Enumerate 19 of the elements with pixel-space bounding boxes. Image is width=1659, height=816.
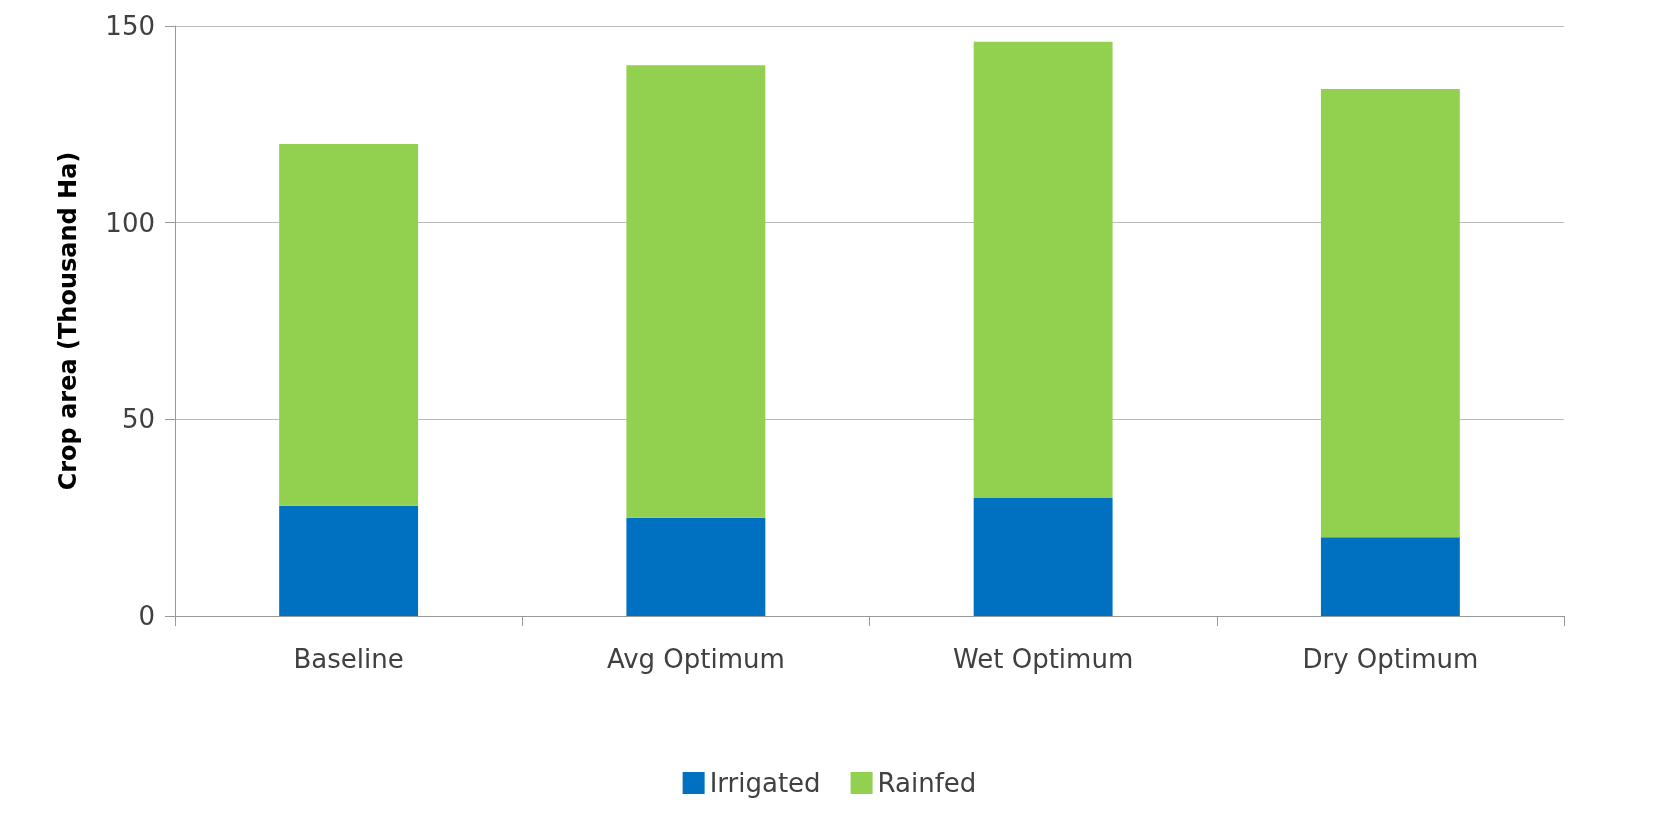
bar	[279, 144, 419, 506]
legend-label: Irrigated	[709, 768, 821, 798]
y-axis-title: Crop area (Thousand Ha)	[54, 151, 82, 491]
x-tick-label: Wet Optimum	[953, 644, 1134, 674]
bar	[1320, 88, 1460, 538]
bar	[1320, 537, 1460, 616]
legend-label: Rainfed	[877, 768, 977, 798]
bar	[626, 517, 766, 616]
bar	[626, 65, 766, 518]
bar	[973, 41, 1113, 498]
y-tick-label: 50	[121, 404, 155, 435]
y-tick-label: 100	[105, 207, 155, 238]
x-tick-label: Avg Optimum	[606, 644, 785, 674]
y-tick-label: 150	[105, 11, 155, 41]
bar	[973, 498, 1113, 616]
x-tick-label: Dry Optimum	[1302, 644, 1479, 674]
x-tick-label: Baseline	[293, 644, 404, 674]
bar	[279, 505, 419, 616]
y-tick-label: 0	[138, 601, 155, 631]
